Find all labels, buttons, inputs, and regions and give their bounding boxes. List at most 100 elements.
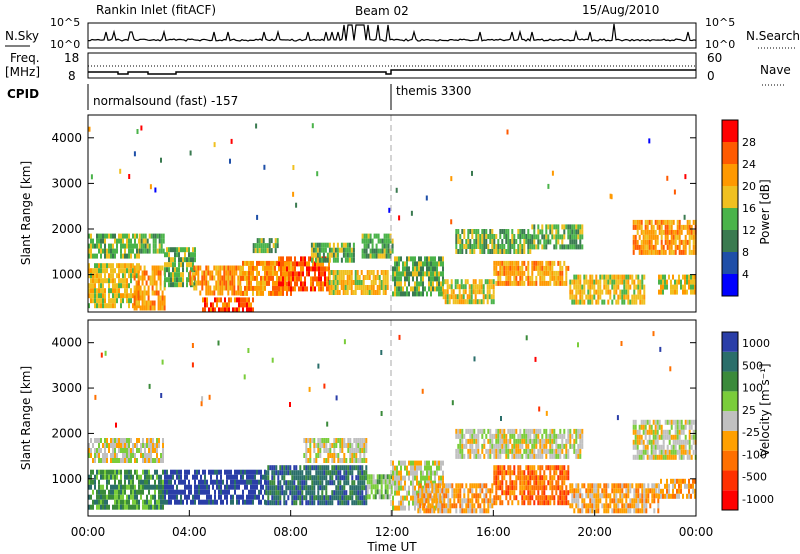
power-cell (350, 270, 353, 275)
power-cell (639, 289, 642, 295)
power-cell (104, 248, 106, 254)
velocity-cell (575, 498, 578, 504)
power-cell (440, 291, 442, 297)
velocity-cell (684, 449, 687, 455)
power-cell (658, 279, 660, 285)
velocity-cell (623, 483, 626, 489)
velocity-cell (100, 484, 102, 490)
power-cell (662, 284, 664, 290)
power-cell (104, 243, 106, 249)
power-cell (549, 229, 552, 235)
velocity-cell (254, 474, 256, 480)
power-cell (362, 285, 365, 290)
velocity-cell (325, 500, 328, 506)
power-cell (130, 248, 132, 254)
velocity-cell (357, 500, 360, 506)
power-cell (635, 294, 638, 300)
velocity-cell (664, 454, 667, 460)
power-cell (468, 294, 471, 300)
velocity-cell (124, 504, 126, 510)
power-cell (164, 282, 166, 288)
power-cell (306, 261, 308, 267)
power-cell (587, 279, 590, 285)
power-cell (632, 239, 635, 245)
velocity-cell (410, 480, 412, 486)
nsearch-tick-top: 10^5 (705, 16, 735, 29)
velocity-cell (92, 443, 94, 448)
velocity-cell (154, 479, 156, 485)
station-title: Rankin Inlet (fitACF) (96, 3, 216, 17)
power-cell (332, 290, 335, 295)
velocity-cell (291, 475, 294, 481)
power-cell (290, 260, 292, 266)
velocity-cell (327, 500, 330, 506)
power-cell (330, 280, 333, 285)
power-cell (398, 271, 400, 277)
velocity-cell (666, 444, 669, 450)
velocity-cell (366, 479, 369, 485)
velocity-cell (545, 438, 548, 444)
power-cell (426, 271, 428, 277)
power-cell (648, 239, 651, 245)
velocity-cell (226, 479, 228, 485)
velocity-cell (341, 448, 344, 453)
power-cell (523, 280, 526, 286)
velocity-cell (313, 475, 316, 481)
velocity-cell (337, 438, 340, 443)
velocity-cell (295, 465, 298, 471)
velocity-cell (537, 480, 540, 486)
velocity-cell (146, 499, 148, 505)
power-cell (256, 260, 258, 266)
power-cell (244, 290, 246, 296)
velocity-cell (658, 424, 661, 430)
velocity-cell (343, 490, 346, 496)
velocity-cell (668, 483, 670, 489)
velocity-cell (577, 488, 580, 494)
velocity-cell (220, 479, 222, 485)
power-cell (629, 299, 632, 305)
power-cell (382, 270, 385, 275)
velocity-cell (499, 453, 502, 459)
power-cell (658, 224, 661, 230)
velocity-cell (396, 480, 398, 486)
velocity-cell (567, 453, 570, 459)
power-cell (577, 299, 580, 305)
velocity-cell (688, 424, 691, 430)
velocity-cell (325, 438, 328, 443)
power-cell (549, 224, 552, 230)
beam-title: Beam 02 (355, 4, 409, 18)
velocity-cell (438, 460, 440, 466)
power-cell (575, 294, 578, 300)
velocity-cell (130, 438, 132, 443)
power-cell (157, 295, 160, 301)
power-cell (168, 267, 170, 273)
power-cell (324, 257, 327, 263)
velocity-cell (254, 489, 256, 495)
power-cell (136, 243, 138, 249)
power-cell (690, 249, 693, 255)
velocity-cell (363, 500, 366, 506)
velocity-cell (551, 453, 554, 459)
velocity-cell (425, 488, 428, 494)
velocity-cell (170, 484, 172, 490)
velocity-cell (603, 508, 606, 514)
velocity-cell (333, 453, 336, 458)
power-cell (513, 260, 516, 266)
power-cell (294, 261, 296, 267)
velocity-cell (553, 428, 556, 434)
power-cell (573, 279, 576, 285)
velocity-cell (228, 474, 230, 480)
velocity-cell (291, 480, 294, 486)
power-cell (256, 285, 258, 291)
velocity-cell (410, 470, 412, 476)
power-cell (94, 273, 96, 279)
power-cell (164, 262, 166, 268)
power-cell (607, 299, 610, 305)
velocity-cell (162, 469, 164, 475)
velocity-cell (491, 488, 494, 494)
velocity-cell (305, 500, 308, 506)
power-cell (124, 253, 126, 259)
power-cell (483, 249, 486, 254)
velocity-cell (680, 454, 683, 460)
power-cell (153, 270, 156, 276)
